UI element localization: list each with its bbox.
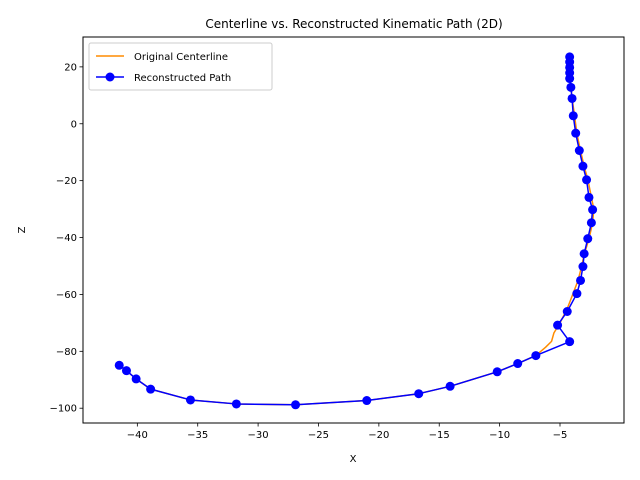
y-tick-label: −20 (56, 176, 77, 187)
x-tick-label: −35 (187, 430, 208, 441)
x-tick-label: −30 (248, 430, 269, 441)
data-point-reconstructed-path (445, 381, 455, 391)
chart-title: Centerline vs. Reconstructed Kinematic P… (205, 17, 502, 31)
data-point-reconstructed-path (584, 192, 594, 202)
y-tick-label: −40 (56, 233, 77, 244)
data-point-reconstructed-path (114, 360, 124, 370)
data-point-reconstructed-path (146, 384, 156, 394)
data-point-reconstructed-path (291, 400, 301, 410)
data-point-reconstructed-path (568, 111, 578, 121)
data-point-reconstructed-path (578, 161, 588, 171)
x-axis-title: X (350, 454, 357, 465)
y-tick-label: 0 (71, 119, 77, 130)
data-point-reconstructed-path (579, 249, 589, 259)
data-point-reconstructed-path (566, 82, 576, 92)
data-point-reconstructed-path (574, 146, 584, 155)
data-point-reconstructed-path (572, 289, 582, 299)
data-point-reconstructed-path (562, 307, 572, 316)
data-point-reconstructed-path (567, 93, 577, 103)
data-point-reconstructed-path (578, 262, 588, 272)
data-point-reconstructed-path (513, 359, 523, 369)
y-tick-label: −60 (56, 290, 77, 301)
data-point-reconstructed-path (231, 399, 241, 409)
data-point-reconstructed-path (586, 218, 596, 228)
data-point-reconstructed-path (582, 175, 592, 185)
x-tick-label: −40 (127, 430, 148, 441)
data-point-reconstructed-path (121, 366, 131, 376)
data-point-reconstructed-path (588, 205, 598, 215)
x-tick-label: −10 (489, 430, 510, 441)
data-point-reconstructed-path (492, 367, 502, 377)
data-point-reconstructed-path (553, 320, 563, 330)
data-point-reconstructed-path (565, 337, 575, 347)
data-point-reconstructed-path (131, 374, 141, 384)
legend: Original Centerline Reconstructed Path (88, 42, 273, 91)
y-axis-title: Z (17, 226, 28, 233)
legend-marker-reconstructed-path (105, 72, 115, 82)
data-point-reconstructed-path (185, 395, 195, 405)
x-tick-label: −5 (553, 430, 568, 441)
y-axis: −100 −80 −60 −40 −20 0 20 (50, 62, 83, 415)
x-tick-label: −15 (429, 430, 450, 441)
x-tick-label: −20 (368, 430, 389, 441)
x-tick-label: −25 (308, 430, 329, 441)
legend-label-original-centerline: Original Centerline (134, 52, 228, 63)
data-point-reconstructed-path (583, 234, 593, 244)
plot-frame (82, 36, 625, 424)
data-point-reconstructed-path (531, 351, 541, 361)
data-point-reconstructed-path (576, 275, 586, 285)
y-tick-label: −80 (56, 347, 77, 358)
data-point-reconstructed-path (414, 389, 424, 399)
y-tick-label: 20 (64, 62, 77, 73)
y-tick-label: −100 (50, 404, 77, 415)
legend-label-reconstructed-path: Reconstructed Path (134, 73, 231, 84)
data-point-reconstructed-path (571, 128, 581, 138)
series-layer (114, 52, 598, 410)
data-point-reconstructed-path (565, 74, 575, 84)
plot-area (82, 36, 625, 424)
data-point-reconstructed-path (362, 396, 372, 406)
legend-box (88, 42, 273, 91)
x-axis: −40 −35 −30 −25 −20 −15 −10 −5 (127, 423, 568, 441)
